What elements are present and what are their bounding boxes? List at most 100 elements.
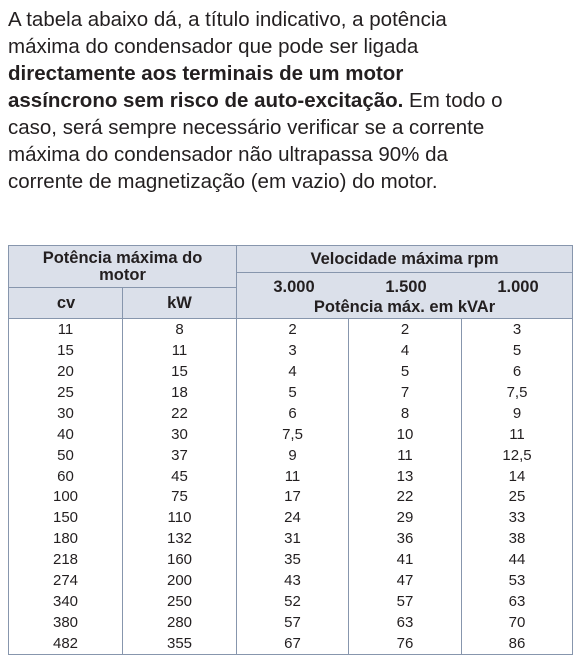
text: A tabela abaixo dá, a título indicativo,… xyxy=(8,8,447,31)
table-cell: 86 xyxy=(508,635,526,653)
table-cell: 18 xyxy=(171,383,188,401)
table-cell: 12,5 xyxy=(502,446,532,464)
text: Em todo o xyxy=(403,89,503,112)
table-cell: 57 xyxy=(396,593,414,611)
table-cell: 31 xyxy=(284,530,301,548)
table-cell: 3 xyxy=(288,341,297,359)
text-line: máxima do condensador não ultrapassa 90%… xyxy=(8,141,448,168)
header-cell: Potência máx. em kVAr xyxy=(313,297,496,316)
table-cell: 13 xyxy=(396,467,414,485)
table-cell: 7,5 xyxy=(506,383,528,401)
table-cell: 30 xyxy=(57,404,74,422)
text-line: directamente aos terminais de um motor xyxy=(8,60,403,87)
table-cell: 22 xyxy=(396,488,414,506)
table-cell: 76 xyxy=(396,635,414,653)
table-cell: 52 xyxy=(284,593,301,611)
text-line: corrente de magnetização (em vazio) do m… xyxy=(8,168,438,195)
header-cell: Potência máxima do motor xyxy=(9,246,236,288)
table-cell: 50 xyxy=(57,446,74,464)
text-line: caso, será sempre necessário verificar s… xyxy=(8,114,484,141)
table-cell: 7 xyxy=(400,383,410,401)
table-cell: 30 xyxy=(171,425,188,443)
table-cell: 75 xyxy=(171,488,188,506)
table-cell: 355 xyxy=(166,635,193,653)
table-cell: 3 xyxy=(512,320,522,338)
table-cell: 53 xyxy=(508,572,526,590)
rule xyxy=(348,319,349,654)
table-cell: 2 xyxy=(400,320,410,338)
header-cell: kW xyxy=(167,294,192,312)
table-cell: 6 xyxy=(288,404,297,422)
table-cell: 110 xyxy=(167,509,192,527)
table-cell: 10 xyxy=(396,425,414,443)
table-cell: 36 xyxy=(396,530,414,548)
header-cell: 1.000 xyxy=(497,277,539,296)
table-cell: 218 xyxy=(52,551,79,569)
rule xyxy=(461,319,462,654)
table-cell: 6 xyxy=(512,362,522,380)
table-cell: 7,5 xyxy=(282,425,303,443)
table-cell: 250 xyxy=(166,593,193,611)
table-cell: 11 xyxy=(397,446,413,464)
table-cell: 43 xyxy=(284,572,301,590)
table-cell: 100 xyxy=(52,488,79,506)
table-cell: 24 xyxy=(284,509,301,527)
table-cell: 9 xyxy=(288,446,297,464)
table-cell: 4 xyxy=(400,341,410,359)
table-cell: 5 xyxy=(288,383,297,401)
rule xyxy=(122,287,123,654)
table-cell: 60 xyxy=(57,467,74,485)
table-cell: 25 xyxy=(508,488,526,506)
table-cell: 29 xyxy=(396,509,414,527)
table-cell: 15 xyxy=(171,362,188,380)
header-cell: cv xyxy=(56,294,76,312)
table-cell: 22 xyxy=(171,404,188,422)
table-cell: 11 xyxy=(509,425,525,443)
header-cell: 3.000 xyxy=(273,277,315,296)
table-cell: 57 xyxy=(284,614,301,632)
table-cell: 38 xyxy=(508,530,526,548)
table-cell: 37 xyxy=(171,446,188,464)
table-cell: 67 xyxy=(284,635,301,653)
rule xyxy=(236,246,237,654)
table-cell: 160 xyxy=(166,551,193,569)
table: Potência máxima do motor cv kW Velocidad… xyxy=(8,245,573,655)
table-cell: 11 xyxy=(57,320,74,338)
table-cell: 25 xyxy=(57,383,74,401)
text-line: A tabela abaixo dá, a título indicativo,… xyxy=(8,6,447,33)
header-cell: 1.500 xyxy=(385,277,427,296)
text: corrente de magnetização (em vazio) do m… xyxy=(8,170,438,193)
bold-text: directamente aos terminais de um motor xyxy=(8,62,404,85)
table-cell: 2 xyxy=(288,320,297,338)
text-line: assíncrono sem risco de auto-excitação. … xyxy=(8,87,503,114)
table-cell: 482 xyxy=(52,635,79,653)
text: máxima do condensador que pode ser ligad… xyxy=(8,35,419,58)
table-cell: 5 xyxy=(512,341,522,359)
table-cell: 340 xyxy=(52,593,79,611)
text-line: máxima do condensador que pode ser ligad… xyxy=(8,33,418,60)
table-cell: 180 xyxy=(52,530,79,548)
table-cell: 14 xyxy=(508,467,526,485)
table-cell: 9 xyxy=(512,404,522,422)
table-cell: 63 xyxy=(396,614,414,632)
table-cell: 4 xyxy=(288,362,297,380)
table-cell: 33 xyxy=(508,509,526,527)
table-cell: 11 xyxy=(284,467,301,485)
bold-text: assíncrono sem risco de auto-excitação. xyxy=(8,89,404,112)
table-cell: 200 xyxy=(166,572,193,590)
table-cell: 17 xyxy=(284,488,301,506)
table-cell: 280 xyxy=(166,614,193,632)
table-cell: 274 xyxy=(52,572,79,590)
table-cell: 380 xyxy=(52,614,79,632)
table-cell: 70 xyxy=(508,614,526,632)
header-bg xyxy=(9,246,572,319)
header-cell: Velocidade máxima rpm xyxy=(310,250,499,268)
table-cell: 15 xyxy=(57,341,74,359)
rule xyxy=(9,318,572,319)
table-cell: 45 xyxy=(171,467,188,485)
table-cell: 132 xyxy=(166,530,193,548)
table-cell: 44 xyxy=(508,551,526,569)
table-cell: 11 xyxy=(171,341,188,359)
table-cell: 150 xyxy=(52,509,79,527)
